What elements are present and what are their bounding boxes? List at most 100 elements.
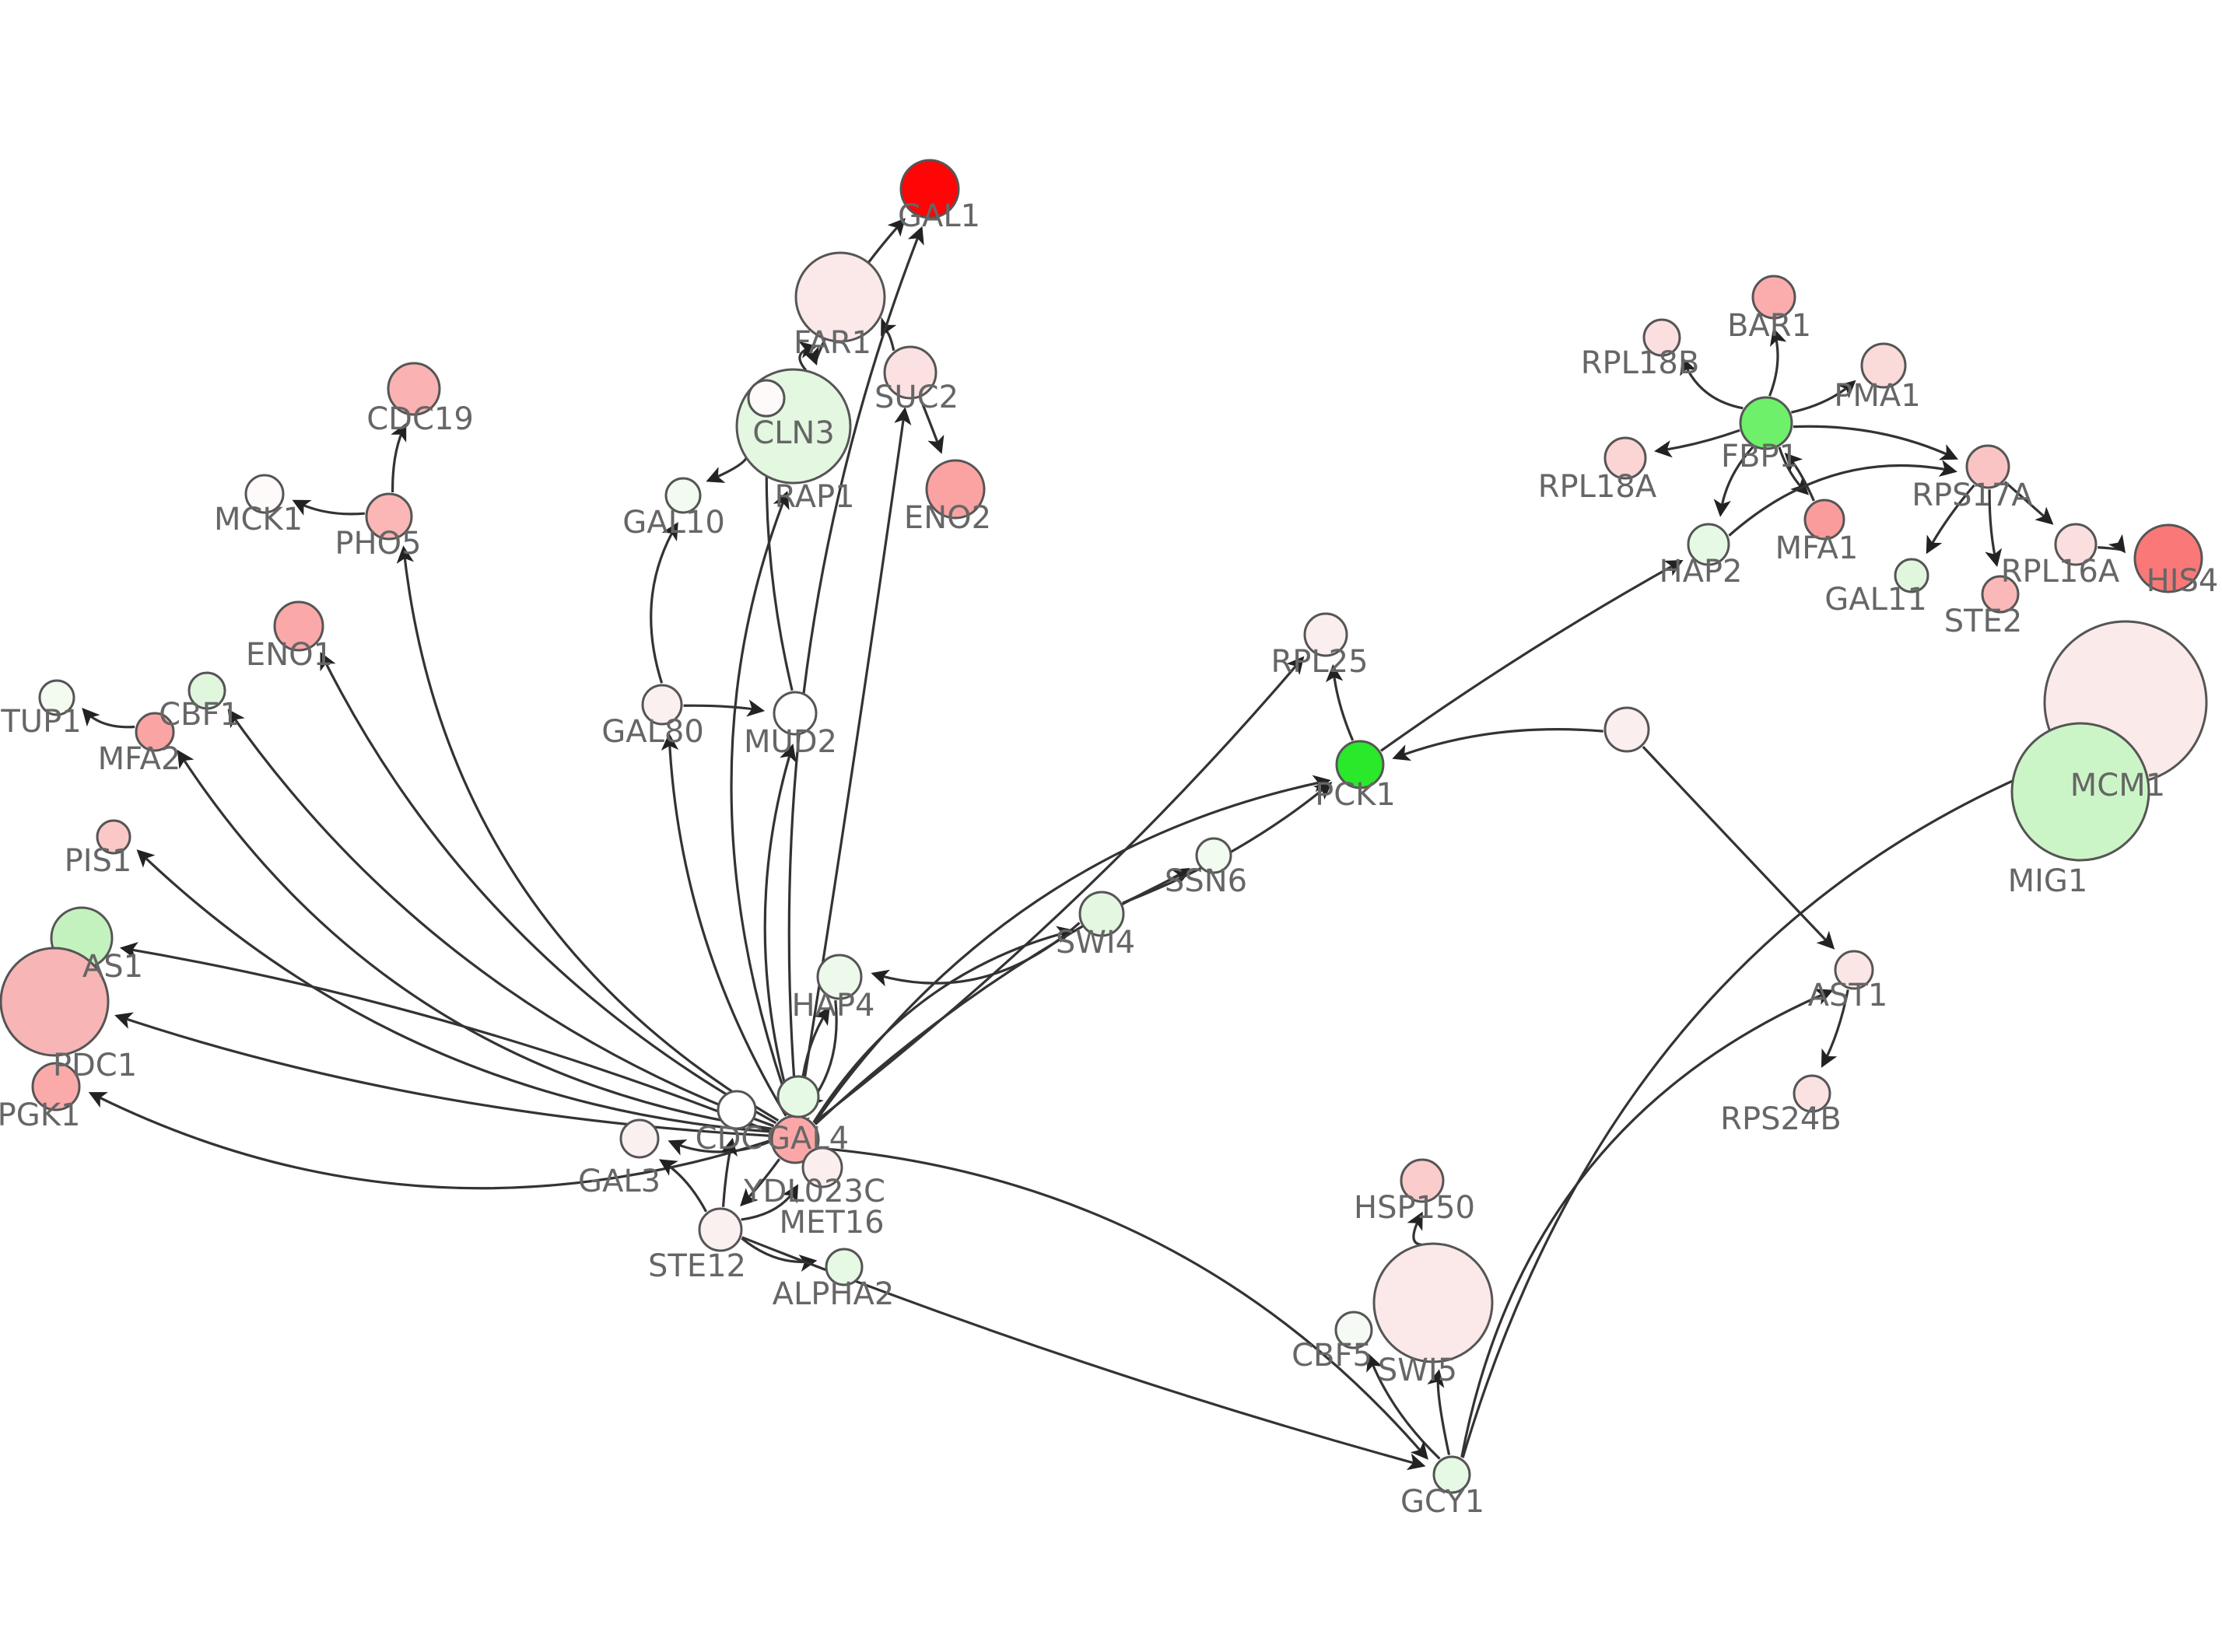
graph-node-ssn6[interactable] bbox=[1195, 837, 1232, 874]
graph-node-pho5[interactable] bbox=[365, 492, 413, 541]
graph-node-mig1[interactable] bbox=[2010, 722, 2150, 862]
graph-node-cbf1[interactable] bbox=[188, 671, 226, 710]
graph-node-alpha2[interactable] bbox=[825, 1248, 864, 1286]
graph-node-gal1[interactable] bbox=[899, 159, 960, 219]
node-label-pgk1: PGK1 bbox=[0, 1097, 80, 1133]
graph-node-ste2[interactable] bbox=[1981, 575, 2020, 614]
node-label-mck1: MCK1 bbox=[214, 502, 303, 537]
graph-node-gal10[interactable] bbox=[664, 477, 702, 514]
edge bbox=[1407, 1211, 1423, 1246]
node-label-mcm1: MCM1 bbox=[2070, 768, 2165, 803]
graph-node-hap2[interactable] bbox=[1687, 523, 1730, 566]
graph-node-rpl16a[interactable] bbox=[2054, 523, 2098, 566]
graph-node-pdc1[interactable] bbox=[0, 947, 110, 1057]
node-label-gal11: GAL11 bbox=[1824, 582, 1927, 618]
graph-node-node_a[interactable] bbox=[1603, 706, 1650, 753]
edge bbox=[741, 1184, 799, 1221]
node-label-swi4: SWI4 bbox=[1056, 925, 1135, 961]
edge bbox=[136, 849, 772, 1133]
graph-node-rpl18b[interactable] bbox=[1642, 318, 1681, 357]
graph-node-his4[interactable] bbox=[2133, 523, 2203, 593]
edge bbox=[292, 499, 365, 516]
graph-node-rps24b[interactable] bbox=[1793, 1074, 1831, 1113]
edge bbox=[1778, 446, 1810, 495]
node-label-gal3: GAL3 bbox=[578, 1164, 661, 1199]
node-label-hap4: HAP4 bbox=[791, 988, 874, 1024]
node-label-eno2: ENO2 bbox=[904, 500, 991, 536]
graph-node-cdc19[interactable] bbox=[387, 362, 441, 416]
graph-node-ste12[interactable] bbox=[698, 1207, 743, 1252]
graph-node-mfa1[interactable] bbox=[1803, 499, 1845, 541]
graph-node-pis1[interactable] bbox=[96, 819, 131, 855]
graph-node-gal11[interactable] bbox=[1894, 558, 1929, 593]
edge bbox=[787, 226, 924, 1115]
graph-node-bar1[interactable] bbox=[1751, 275, 1796, 320]
node-label-his4: HIS4 bbox=[2147, 563, 2219, 599]
edge bbox=[114, 1012, 771, 1137]
graph-node-swi5[interactable] bbox=[1372, 1242, 1494, 1363]
graph-node-rps17a[interactable] bbox=[1965, 444, 2010, 489]
node-label-gcy1: GCY1 bbox=[1400, 1484, 1484, 1520]
edge bbox=[802, 338, 826, 366]
edge bbox=[227, 709, 775, 1128]
edge bbox=[1680, 356, 1744, 410]
graph-node-mck1[interactable] bbox=[244, 474, 285, 514]
graph-node-swi4[interactable] bbox=[1078, 891, 1125, 937]
graph-node-eno2[interactable] bbox=[925, 459, 986, 520]
edge bbox=[1791, 380, 1856, 414]
graph-node-suc2[interactable] bbox=[883, 345, 938, 400]
node-label-ste12: STE12 bbox=[648, 1248, 746, 1284]
graph-node-tup1[interactable] bbox=[38, 679, 75, 716]
edge bbox=[1713, 446, 1754, 517]
graph-node-hap4[interactable] bbox=[816, 954, 863, 1000]
edge bbox=[871, 922, 1081, 987]
edge bbox=[1366, 1353, 1441, 1460]
graph-node-gcy1[interactable] bbox=[1432, 1455, 1471, 1494]
edge bbox=[1122, 782, 1333, 905]
node-label-eno1: ENO1 bbox=[246, 637, 333, 673]
graph-node-rap1[interactable] bbox=[747, 379, 786, 418]
node-label-cdc19: CDC19 bbox=[366, 401, 474, 437]
graph-node-cbf5[interactable] bbox=[1334, 1311, 1373, 1349]
edge bbox=[1642, 746, 1835, 950]
edge bbox=[320, 652, 777, 1125]
node-label-tup1: TUP1 bbox=[0, 704, 81, 740]
graph-node-mfa2[interactable] bbox=[135, 712, 175, 752]
graph-node-pck1[interactable] bbox=[1335, 740, 1385, 789]
node-label-pck1: PCK1 bbox=[1315, 777, 1396, 813]
graph-node-rpl25[interactable] bbox=[1303, 612, 1348, 657]
node-label-gal4: GAL4 bbox=[766, 1121, 849, 1157]
node-label-pdc1: PDC1 bbox=[53, 1048, 137, 1083]
graph-node-hsp150[interactable] bbox=[1400, 1158, 1445, 1203]
node-label-rps17a: RPS17A bbox=[1912, 478, 2033, 513]
graph-node-far1[interactable] bbox=[794, 251, 886, 343]
graph-node-cdc[interactable] bbox=[717, 1090, 757, 1130]
graph-node-greenhub[interactable] bbox=[776, 1075, 820, 1118]
node-label-cdc: CDC bbox=[696, 1121, 763, 1157]
node-label-ydl023c: YDL023C bbox=[743, 1174, 885, 1209]
node-label-hsp150: HSP150 bbox=[1354, 1190, 1475, 1226]
node-label-mfa1: MFA1 bbox=[1775, 530, 1859, 566]
graph-node-fbp1[interactable] bbox=[1739, 396, 1793, 450]
graph-node-eno1[interactable] bbox=[273, 600, 324, 652]
graph-node-ydl023c[interactable] bbox=[801, 1146, 843, 1188]
edge bbox=[2098, 534, 2126, 554]
graph-node-rpl18a[interactable] bbox=[1603, 436, 1647, 480]
edge bbox=[1821, 989, 1849, 1068]
graph-node-ast1[interactable] bbox=[1834, 950, 1874, 990]
graph-node-pma1[interactable] bbox=[1860, 342, 1907, 389]
edge bbox=[1793, 425, 1958, 460]
edge bbox=[1926, 484, 1975, 555]
edge bbox=[813, 775, 1331, 1124]
edge bbox=[668, 1139, 771, 1156]
node-label-rap1: RAP1 bbox=[774, 479, 854, 515]
graph-node-pgk1[interactable] bbox=[31, 1062, 81, 1111]
edge bbox=[396, 545, 780, 1122]
graph-node-mud2[interactable] bbox=[773, 691, 818, 736]
graph-node-gal80[interactable] bbox=[641, 684, 683, 726]
graph-node-gal3[interactable] bbox=[619, 1118, 660, 1159]
node-label-as1: AS1 bbox=[82, 949, 143, 985]
edge bbox=[919, 397, 945, 454]
